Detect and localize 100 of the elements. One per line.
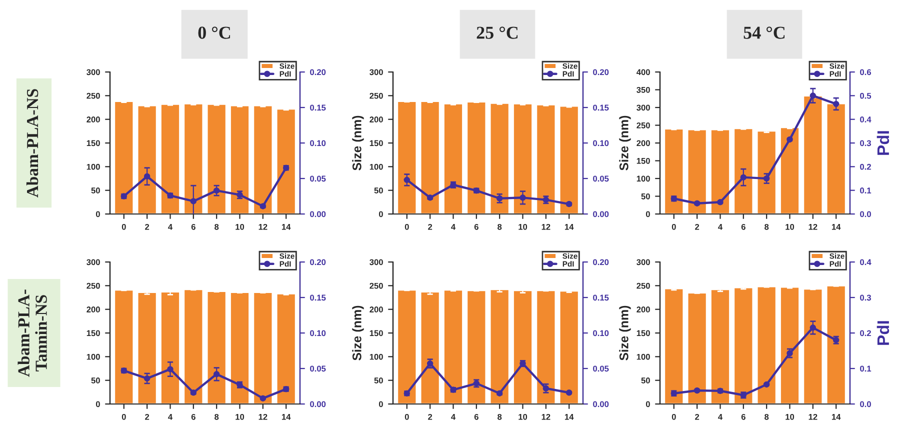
- y-tick-label: 300: [86, 259, 100, 266]
- x-tick-label: 0: [122, 224, 126, 230]
- y-tick-label: 0: [378, 211, 383, 218]
- x-tick-label: 6: [741, 414, 746, 420]
- y2-tick-label: 0.10: [593, 330, 609, 336]
- y-tick-label: 100: [86, 164, 100, 170]
- y-tick-label: 150: [370, 330, 383, 336]
- x-tick-label: 10: [786, 414, 794, 420]
- y2-tick-label: 0.05: [310, 366, 326, 372]
- y-tick-label: 150: [86, 140, 100, 146]
- y-tick-label: 300: [370, 69, 383, 76]
- y-tick-label: 150: [86, 330, 100, 336]
- y-tick-label: 100: [636, 354, 650, 360]
- y-tick-label: 250: [370, 92, 383, 99]
- text: Abam-PLA- Tannin-NS: [18, 290, 47, 377]
- x-tick-label: 12: [542, 224, 550, 230]
- y-axis-title: Size (nm): [619, 306, 631, 360]
- x-tick-label: 4: [168, 224, 173, 230]
- x-tick-label: 14: [564, 414, 574, 420]
- y2-tick-label: 0.05: [593, 176, 609, 182]
- y2-tick-label: 0.4: [860, 259, 872, 266]
- y2-tick-label: 0.4: [860, 116, 872, 122]
- x-tick-label: 8: [498, 224, 502, 230]
- y-tick-label: 150: [370, 140, 383, 146]
- x-tick-label: 12: [808, 224, 818, 230]
- x-tick-label: 0: [122, 414, 126, 420]
- y-tick-label: 0: [378, 401, 383, 408]
- y-tick-label: 0: [646, 211, 650, 218]
- y2-tick-label: 0.10: [310, 140, 326, 146]
- x-tick-label: 8: [764, 414, 769, 420]
- y-tick-label: 350: [636, 86, 650, 93]
- y-tick-label: 150: [636, 158, 650, 164]
- x-tick-label: 6: [474, 224, 478, 230]
- y-axis-title: Size (nm): [619, 116, 631, 170]
- x-tick-label: 6: [741, 224, 746, 230]
- x-tick-label: 2: [695, 414, 700, 420]
- y-tick-label: 100: [636, 176, 650, 182]
- y2-tick-label: 0.05: [593, 366, 609, 372]
- y-tick-label: 50: [374, 188, 383, 194]
- x-tick-label: 14: [282, 224, 291, 230]
- x-tick-label: 6: [474, 414, 478, 420]
- y2-tick-label: 0.10: [310, 330, 326, 336]
- y-tick-label: 150: [636, 330, 650, 336]
- y2-tick-label: 0.00: [310, 401, 326, 408]
- x-tick-label: 10: [236, 224, 244, 230]
- y-tick-label: 250: [370, 282, 383, 289]
- chart-title: 25 °C: [476, 26, 518, 39]
- x-tick-label: 4: [168, 414, 173, 420]
- y2-tick-label: 0.00: [310, 211, 326, 218]
- y2-axis-title: PdI: [876, 131, 890, 155]
- y2-tick-label: 0.3: [860, 294, 872, 301]
- x-tick-label: 4: [718, 414, 723, 420]
- y-tick-label: 50: [91, 378, 100, 384]
- text: Abam-PLA-NS: [26, 89, 38, 198]
- x-tick-label: 0: [672, 224, 676, 230]
- x-tick-label: 0: [672, 414, 676, 420]
- x-tick-label: 6: [191, 224, 196, 230]
- y2-tick-label: 0.15: [593, 294, 609, 301]
- y-axis-title: Size (nm): [352, 306, 364, 360]
- y2-tick-label: 0.5: [860, 92, 872, 99]
- x-tick-label: 0: [404, 224, 409, 230]
- x-tick-label: 2: [428, 414, 432, 420]
- y2-tick-label: 0.20: [593, 259, 609, 266]
- x-tick-label: 4: [451, 224, 456, 230]
- x-tick-label: 4: [451, 414, 456, 420]
- y-tick-label: 200: [86, 116, 100, 122]
- chart-title: 0 °C: [198, 26, 230, 39]
- y2-tick-label: 0.00: [593, 401, 609, 408]
- y2-tick-label: 0.0: [860, 401, 871, 408]
- x-tick-label: 6: [191, 414, 196, 420]
- x-tick-label: 14: [832, 224, 841, 230]
- y-tick-label: 200: [636, 306, 650, 312]
- y-tick-label: 200: [370, 116, 383, 122]
- y-tick-label: 200: [86, 306, 100, 312]
- y-tick-label: 0: [96, 211, 100, 218]
- x-tick-label: 8: [764, 224, 769, 230]
- y2-tick-label: 0.1: [860, 188, 872, 194]
- x-tick-label: 8: [214, 224, 219, 230]
- y2-tick-label: 0.15: [310, 294, 326, 301]
- x-tick-label: 12: [258, 414, 268, 420]
- y-tick-label: 0: [646, 401, 650, 408]
- x-tick-label: 2: [145, 224, 150, 230]
- y-tick-label: 300: [86, 69, 100, 76]
- y-tick-label: 50: [641, 193, 650, 200]
- y2-tick-label: 0.2: [860, 330, 871, 336]
- y-tick-label: 50: [374, 378, 383, 384]
- y2-tick-label: 0.1: [860, 366, 872, 372]
- y-axis-title: Size (nm): [352, 116, 364, 170]
- x-tick-label: 10: [518, 224, 528, 230]
- x-tick-label: 14: [282, 414, 291, 420]
- y-tick-label: 250: [86, 92, 100, 99]
- x-tick-label: 4: [718, 224, 723, 230]
- y-tick-label: 300: [370, 259, 383, 266]
- x-tick-label: 2: [695, 224, 700, 230]
- x-tick-label: 12: [258, 224, 268, 230]
- y2-tick-label: 0.3: [860, 140, 872, 146]
- x-tick-label: 10: [236, 414, 244, 420]
- y2-tick-label: 0.05: [310, 176, 326, 182]
- y-tick-label: 50: [91, 188, 100, 194]
- y2-tick-label: 0.20: [593, 69, 609, 76]
